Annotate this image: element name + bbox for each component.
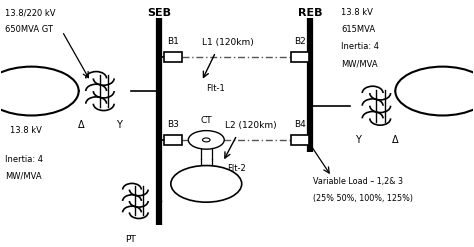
Bar [292, 52, 310, 62]
Text: (25% 50%, 100%, 125%): (25% 50%, 100%, 125%) [313, 194, 413, 203]
Text: PT: PT [125, 235, 136, 244]
Text: 13.8/220 kV: 13.8/220 kV [5, 8, 56, 17]
Text: Flt-2: Flt-2 [228, 164, 246, 173]
Text: G1: G1 [23, 86, 40, 96]
Text: 615MVA: 615MVA [341, 25, 375, 34]
Bar [164, 52, 182, 62]
Circle shape [188, 131, 224, 149]
Text: Flt-1: Flt-1 [206, 84, 225, 93]
Text: 13.8 kV: 13.8 kV [341, 8, 373, 17]
Text: B4: B4 [294, 120, 306, 129]
Text: Variable Load – 1,2& 3: Variable Load – 1,2& 3 [313, 177, 402, 185]
Text: L2 (120km): L2 (120km) [225, 121, 277, 130]
Text: Δ: Δ [392, 135, 399, 145]
Text: R: R [201, 177, 211, 190]
Circle shape [171, 165, 242, 202]
Text: B2: B2 [294, 37, 306, 46]
Circle shape [202, 138, 210, 142]
Text: 13.8 kV: 13.8 kV [10, 126, 42, 135]
Circle shape [395, 67, 474, 116]
Text: Inertia: 4: Inertia: 4 [5, 155, 44, 164]
Bar [164, 135, 182, 144]
Bar [292, 135, 310, 144]
Text: MW/MVA: MW/MVA [5, 172, 42, 181]
Text: B3: B3 [167, 120, 179, 129]
Text: G2: G2 [434, 86, 451, 96]
Text: SEB: SEB [147, 8, 171, 18]
Text: Y: Y [355, 135, 360, 145]
Text: Δ: Δ [78, 120, 84, 130]
Text: MW/MVA: MW/MVA [341, 59, 378, 68]
Text: L1 (120km): L1 (120km) [201, 38, 254, 47]
Text: B1: B1 [167, 37, 179, 46]
Text: Y: Y [116, 120, 122, 130]
Text: REB: REB [298, 8, 322, 18]
Circle shape [0, 67, 79, 116]
Text: CT: CT [201, 116, 212, 124]
Text: Inertia: 4: Inertia: 4 [341, 42, 379, 51]
Text: 650MVA GT: 650MVA GT [5, 25, 54, 34]
